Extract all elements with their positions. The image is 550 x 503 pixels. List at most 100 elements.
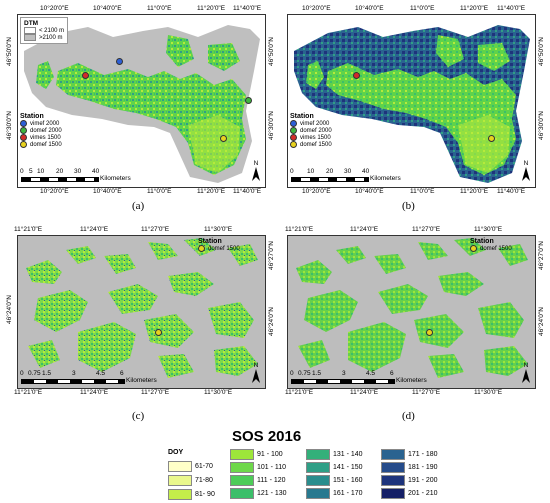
sos-map-d bbox=[296, 238, 528, 378]
scale-tick: 30 bbox=[344, 168, 352, 175]
scale-tick: 10 bbox=[307, 168, 315, 175]
north-arrow-icon: N bbox=[520, 362, 532, 386]
station-legend-c: Station domef 1500 bbox=[198, 238, 240, 252]
bottom-tick: 11°40'0"E bbox=[233, 188, 262, 195]
dtm-item: < 2100 m bbox=[24, 27, 64, 34]
sos-legend-title: SOS 2016 bbox=[232, 428, 302, 445]
north-arrow-icon: N bbox=[250, 160, 262, 184]
right-tick: 46°30'0"N bbox=[538, 111, 545, 140]
bottom-tick: 11°30'0"E bbox=[204, 389, 233, 396]
station-marker-vimes-1500 bbox=[82, 72, 89, 79]
station-legend-item: domef 1500 bbox=[198, 245, 240, 252]
doy-label: DOY bbox=[168, 449, 184, 456]
bottom-tick: 10°40'0"E bbox=[93, 188, 122, 195]
station-legend-item: domef 2000 bbox=[20, 127, 62, 134]
station-legend-title: Station bbox=[20, 113, 44, 120]
top-tick: 11°40'0"E bbox=[233, 5, 262, 12]
scale-unit: Kilometers bbox=[370, 175, 401, 182]
legend-swatch: 61-70 bbox=[168, 461, 213, 472]
scale-tick: 4.5 bbox=[96, 370, 106, 377]
station-marker-domef-1500 bbox=[155, 329, 162, 336]
station-legend-item: domef 1500 bbox=[20, 141, 62, 148]
scale-tick: 0 bbox=[20, 370, 24, 377]
legend-swatch: 141 - 150 bbox=[306, 462, 363, 473]
bottom-tick: 10°20'0"E bbox=[302, 188, 331, 195]
station-legend-d: Station domef 1500 bbox=[470, 238, 512, 252]
station-legend-item: domef 1500 bbox=[470, 245, 512, 252]
station-legend-item: vimef 2000 bbox=[20, 120, 62, 127]
station-legend-item: domef 2000 bbox=[290, 127, 332, 134]
bottom-tick: 11°27'0"E bbox=[141, 389, 170, 396]
bottom-tick: 11°24'0"E bbox=[350, 389, 379, 396]
station-legend-item: vimef 2000 bbox=[290, 120, 332, 127]
scale-tick: 0 bbox=[290, 168, 294, 175]
scale-tick: 0 bbox=[20, 168, 24, 175]
sos-map-b bbox=[294, 25, 530, 183]
scale-bar-d: 0 0.75 1.5 3 4.5 6 Kilometers bbox=[290, 370, 427, 386]
scale-tick: 1.5 bbox=[312, 370, 322, 377]
scale-tick: 40 bbox=[92, 168, 100, 175]
right-tick: 46°50'0"N bbox=[268, 37, 275, 66]
station-marker-domef-1500 bbox=[426, 329, 433, 336]
station-legend-title: Station bbox=[290, 113, 314, 120]
scale-tick: 20 bbox=[56, 168, 64, 175]
station-marker-domef-2000 bbox=[245, 97, 252, 104]
bottom-tick: 11°21'0"E bbox=[285, 389, 314, 396]
bottom-tick: 11°0'0"E bbox=[410, 188, 435, 195]
station-marker-vimes-1500 bbox=[353, 72, 360, 79]
top-tick: 10°40'0"E bbox=[93, 5, 122, 12]
legend-swatch: 91 - 100 bbox=[230, 449, 283, 460]
top-tick: 11°30'0"E bbox=[474, 226, 503, 233]
legend-swatch: 201 - 210 bbox=[381, 488, 438, 499]
top-tick: 11°24'0"E bbox=[80, 226, 109, 233]
caption-a: (a) bbox=[132, 200, 145, 212]
scale-bar-a: 0 5 10 20 30 40 Kilometers bbox=[20, 168, 131, 184]
map-frame-a bbox=[17, 14, 266, 188]
scale-tick: 1.5 bbox=[42, 370, 52, 377]
station-legend-a: Station vimef 2000 domef 2000 vimes 1500… bbox=[20, 113, 62, 148]
legend-swatch: 81- 90 bbox=[168, 489, 215, 500]
bottom-tick: 11°20'0"E bbox=[460, 188, 489, 195]
left-tick: 46°24'0"N bbox=[6, 295, 13, 324]
scale-unit: Kilometers bbox=[126, 377, 157, 384]
top-tick: 10°20'0"E bbox=[302, 5, 331, 12]
right-tick: 46°24'0"N bbox=[538, 307, 545, 336]
bottom-tick: 11°0'0"E bbox=[147, 188, 172, 195]
scale-tick: 3 bbox=[72, 370, 76, 377]
bottom-tick: 11°27'0"E bbox=[412, 389, 441, 396]
map-frame-c bbox=[17, 235, 266, 389]
scale-tick: 6 bbox=[390, 370, 394, 377]
station-marker-domef-1500 bbox=[488, 135, 495, 142]
legend-swatch: 151 - 160 bbox=[306, 475, 363, 486]
right-tick: 46°24'0"N bbox=[268, 307, 275, 336]
map-frame-d bbox=[287, 235, 536, 389]
top-tick: 11°20'0"E bbox=[197, 5, 226, 12]
top-tick: 11°0'0"E bbox=[410, 5, 435, 12]
scale-tick: 6 bbox=[120, 370, 124, 377]
top-tick: 10°20'0"E bbox=[40, 5, 69, 12]
station-marker-domef-1500 bbox=[220, 135, 227, 142]
scale-tick: 4.5 bbox=[366, 370, 376, 377]
left-tick: 46°30'0"N bbox=[6, 111, 13, 140]
sos-map-c bbox=[26, 238, 258, 378]
caption-d: (d) bbox=[402, 410, 415, 422]
top-tick: 10°40'0"E bbox=[355, 5, 384, 12]
scale-bar-c: 0 0.75 1.5 3 4.5 6 Kilometers bbox=[20, 370, 157, 386]
north-arrow-icon: N bbox=[250, 362, 262, 386]
top-tick: 11°0'0"E bbox=[147, 5, 172, 12]
scale-tick: 0.75 bbox=[298, 370, 311, 377]
station-legend-item: vimes 1500 bbox=[290, 134, 332, 141]
dtm-legend: DTM < 2100 m >2100 m bbox=[20, 17, 69, 44]
legend-swatch: 191 - 200 bbox=[381, 475, 438, 486]
legend-swatch: 101 - 110 bbox=[230, 462, 286, 473]
legend-swatch: 171 - 180 bbox=[381, 449, 438, 460]
scale-tick: 20 bbox=[326, 168, 334, 175]
legend-swatch: 111 - 120 bbox=[230, 475, 286, 486]
scale-unit: Kilometers bbox=[396, 377, 427, 384]
right-tick: 46°30'0"N bbox=[268, 111, 275, 140]
legend-swatch: 131 - 140 bbox=[306, 449, 363, 460]
scale-tick: 40 bbox=[362, 168, 370, 175]
station-legend-title: Station bbox=[470, 238, 494, 245]
scale-tick: 0.75 bbox=[28, 370, 41, 377]
station-marker-vimef-2000 bbox=[116, 58, 123, 65]
